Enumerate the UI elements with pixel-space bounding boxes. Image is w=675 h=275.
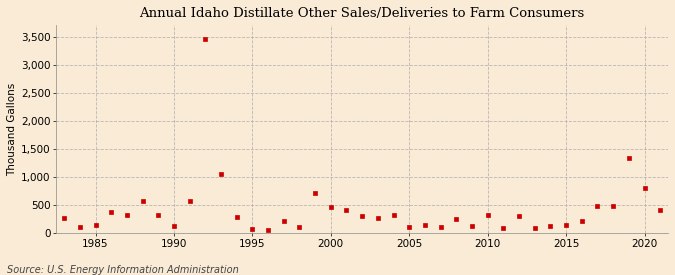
Text: Source: U.S. Energy Information Administration: Source: U.S. Energy Information Administ… — [7, 265, 238, 275]
Y-axis label: Thousand Gallons: Thousand Gallons — [7, 83, 17, 176]
Title: Annual Idaho Distillate Other Sales/Deliveries to Farm Consumers: Annual Idaho Distillate Other Sales/Deli… — [140, 7, 585, 20]
